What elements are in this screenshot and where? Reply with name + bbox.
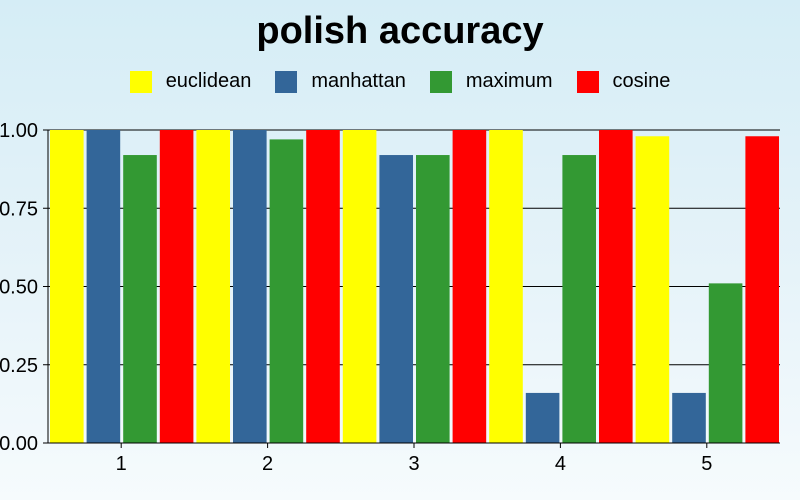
y-tick-label: 0.25 [0,355,38,377]
bar-euclidean-5 [635,136,670,443]
bar-manhattan-4 [525,392,560,443]
bar-euclidean-4 [489,130,523,443]
legend-label-maximum: maximum [465,70,553,92]
legend-item-cosine: cosine [576,70,671,93]
bar-euclidean-1 [50,130,84,443]
legend-swatch-cosine [576,70,599,93]
bar-euclidean-3 [342,130,377,443]
legend-swatch-euclidean [129,70,152,93]
x-tick-label: 2 [262,453,273,475]
bar-manhattan-1 [86,130,121,443]
bar-cosine-4 [599,130,633,443]
legend-label-manhattan: manhattan [311,70,406,92]
legend-label-cosine: cosine [612,70,671,92]
bar-manhattan-3 [379,155,413,444]
bar-manhattan-2 [233,130,267,443]
bar-maximum-1 [123,155,157,444]
gridlines [48,129,780,444]
x-tick-label: 5 [701,453,712,475]
bar-manhattan-5 [672,392,706,443]
bar-maximum-3 [416,155,450,444]
bar-maximum-2 [269,139,304,443]
bar-cosine-3 [452,130,487,443]
bar-cosine-5 [745,136,779,443]
y-tick-label: 0.00 [0,433,38,455]
y-tick-label: 0.75 [0,198,38,220]
bar-euclidean-2 [196,130,230,443]
bar-maximum-5 [708,283,743,443]
bar-maximum-4 [562,155,596,444]
legend-swatch-manhattan [275,70,298,93]
legend: euclidean manhattan maximum cosine [0,70,800,93]
x-tick-label: 3 [408,453,419,475]
chart-title: polish accuracy [256,10,544,52]
legend-item-euclidean: euclidean [129,70,252,93]
bar-cosine-1 [159,130,194,443]
legend-swatch-maximum [429,70,452,93]
y-tick-label: 0.50 [0,277,38,299]
legend-item-manhattan: manhattan [275,70,406,93]
y-tick-label: 1.00 [0,120,38,142]
x-tick-label: 1 [116,453,127,475]
legend-label-euclidean: euclidean [165,70,252,92]
bars [50,130,779,444]
axes: 0.00 0.25 0.50 0.75 1.00 1 2 3 4 5 [0,120,780,475]
legend-item-maximum: maximum [429,70,553,93]
x-tick-label: 4 [555,453,566,475]
bar-cosine-2 [306,130,340,443]
